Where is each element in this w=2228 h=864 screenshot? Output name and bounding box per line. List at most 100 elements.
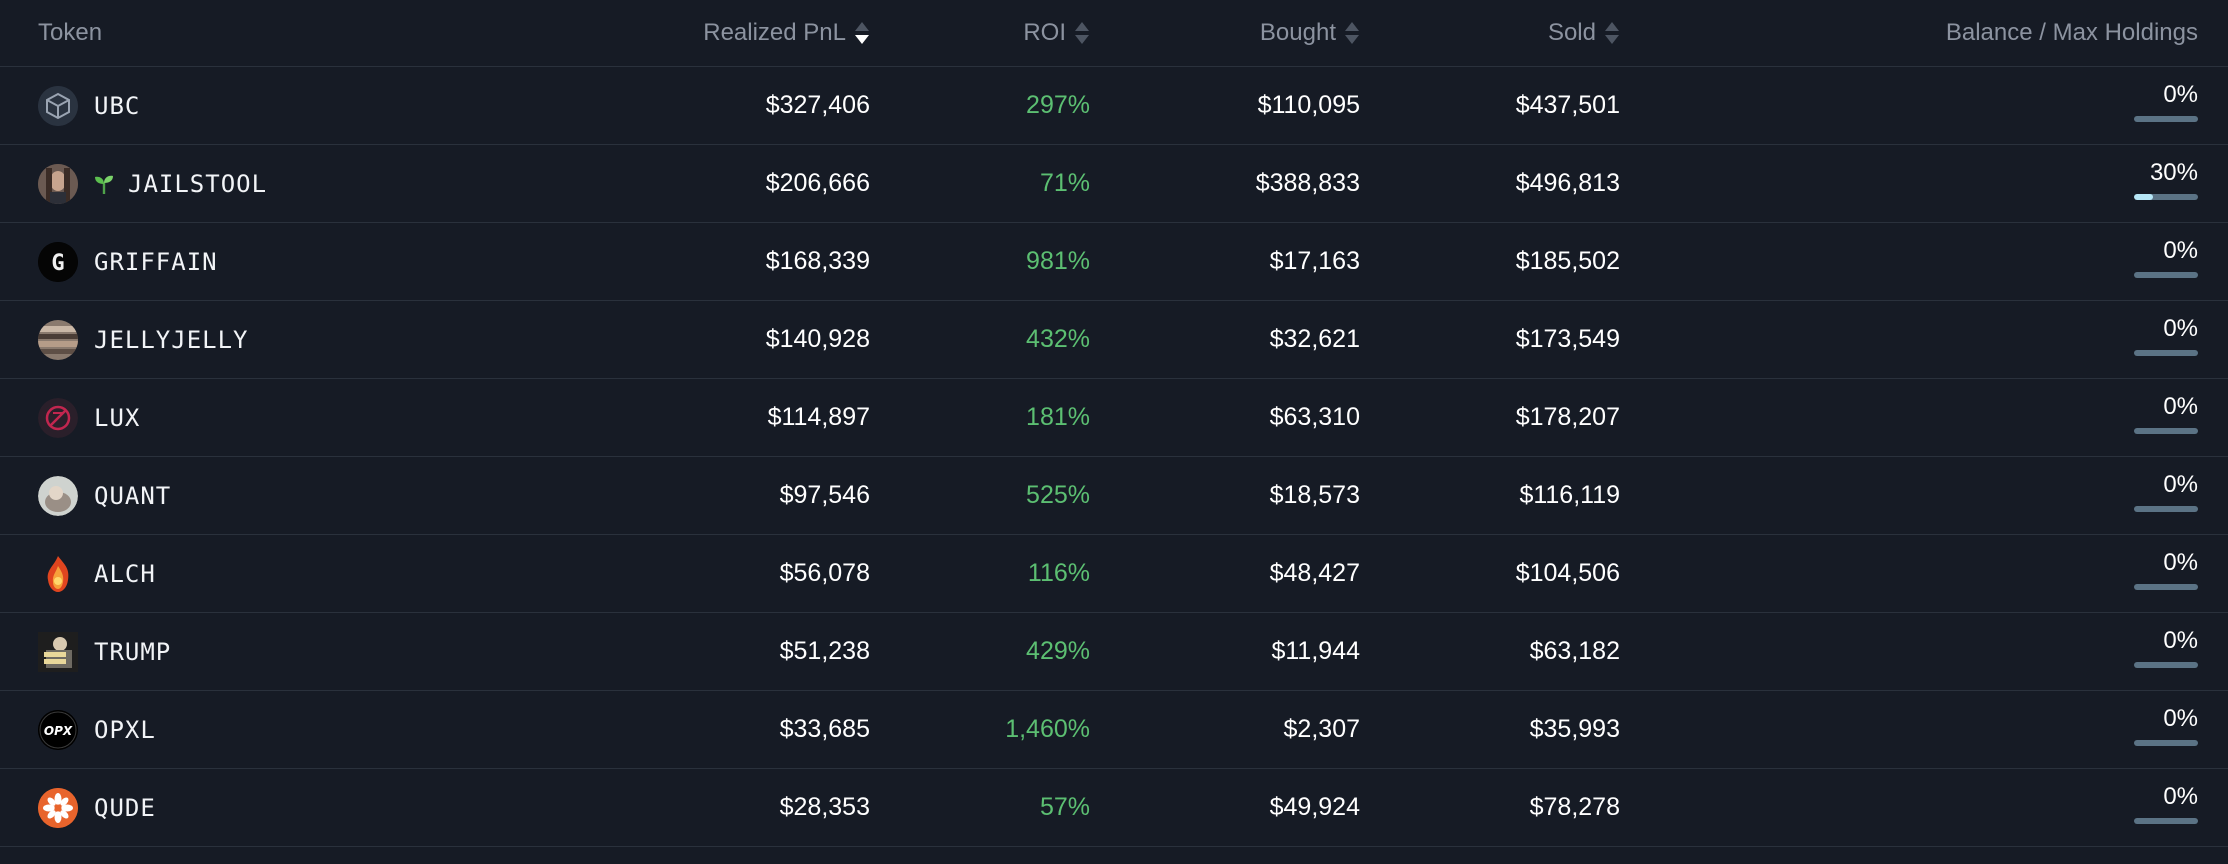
token-cell[interactable]: TRUMP (38, 613, 538, 690)
bought-value: $2,307 (1283, 715, 1360, 743)
balance-percent: 0% (2163, 548, 2198, 576)
realized-pnl-value: $168,339 (765, 247, 870, 275)
token-symbol[interactable]: ALCH (94, 559, 156, 588)
holdings-bar (2134, 193, 2198, 200)
header-balance: Balance / Max Holdings (1700, 0, 2198, 66)
sort-icon (1074, 20, 1090, 46)
balance-cell: 0% (2050, 769, 2198, 846)
holdings-bar (2134, 661, 2198, 668)
header-roi-label: ROI (1023, 19, 1066, 46)
roi-value: 181% (1026, 403, 1090, 431)
table-row[interactable]: LUX $114,897 181% $63,310 $178,207 0% (0, 379, 2228, 457)
bought-value: $49,924 (1269, 793, 1360, 821)
balance-cell: 0% (2050, 223, 2198, 300)
balance-percent: 0% (2163, 392, 2198, 420)
balance-percent: 0% (2163, 314, 2198, 342)
roi-value: 429% (1026, 637, 1090, 665)
token-cell[interactable]: JELLYJELLY (38, 301, 538, 378)
balance-percent: 0% (2163, 80, 2198, 108)
table-row[interactable]: JELLYJELLY $140,928 432% $32,621 $173,54… (0, 301, 2228, 379)
token-symbol[interactable]: UBC (94, 91, 141, 120)
header-token-label: Token (38, 19, 103, 46)
holdings-bar (2134, 271, 2198, 278)
balance-percent: 30% (2149, 158, 2198, 186)
sold-value: $173,549 (1515, 325, 1620, 353)
jellyjelly-photo-icon (38, 319, 78, 360)
bought-value: $17,163 (1269, 247, 1360, 275)
token-symbol[interactable]: JELLYJELLY (94, 325, 249, 354)
realized-pnl-value: $51,238 (779, 637, 870, 665)
token-symbol[interactable]: QUDE (94, 793, 156, 822)
table-row[interactable]: TRUMP $51,238 429% $11,944 $63,182 0% (0, 613, 2228, 691)
trump-fight-icon (38, 631, 78, 672)
table-row[interactable]: UBC $327,406 297% $110,095 $437,501 0% (0, 67, 2228, 145)
bought-value: $18,573 (1269, 481, 1360, 509)
bought-value: $32,621 (1269, 325, 1360, 353)
ubc-cube-icon (38, 85, 78, 126)
holdings-bar (2134, 739, 2198, 746)
token-cell[interactable]: UBC (38, 67, 538, 144)
header-sold[interactable]: Sold (1370, 0, 1620, 66)
bought-value: $63,310 (1269, 403, 1360, 431)
token-symbol[interactable]: GRIFFAIN (94, 247, 218, 276)
table-row[interactable]: QUDE $28,353 57% $49,924 $78,278 0% (0, 769, 2228, 847)
realized-pnl-value: $56,078 (779, 559, 870, 587)
table-row[interactable]: G GRIFFAIN $168,339 981% $17,163 $185,50… (0, 223, 2228, 301)
roi-value: 71% (1039, 169, 1090, 197)
token-cell[interactable]: G GRIFFAIN (38, 223, 538, 300)
qude-flower-icon (38, 787, 78, 828)
bought-value: $48,427 (1269, 559, 1360, 587)
token-cell[interactable]: QUANT (38, 457, 538, 534)
realized-pnl-value: $114,897 (767, 403, 870, 431)
jailstool-avatar-icon (38, 163, 78, 204)
header-sold-label: Sold (1547, 19, 1596, 46)
roi-value: 297% (1026, 91, 1090, 119)
roi-value: 525% (1026, 481, 1090, 509)
holdings-bar (2134, 427, 2198, 434)
balance-cell: 0% (2050, 379, 2198, 456)
header-bought[interactable]: Bought (1100, 0, 1360, 66)
bought-value: $110,095 (1257, 91, 1360, 119)
svg-text:OPX: OPX (44, 724, 73, 738)
token-symbol[interactable]: OPXL (94, 715, 156, 744)
token-cell[interactable]: JAILSTOOL (38, 145, 538, 222)
balance-cell: 0% (2050, 301, 2198, 378)
sold-value: $185,502 (1515, 247, 1620, 275)
token-symbol[interactable]: QUANT (94, 481, 172, 510)
table-row[interactable]: OPX OPXL $33,685 1,460% $2,307 $35,993 0… (0, 691, 2228, 769)
balance-cell: 0% (2050, 457, 2198, 534)
header-roi[interactable]: ROI (880, 0, 1090, 66)
balance-cell: 0% (2050, 613, 2198, 690)
realized-pnl-value: $327,406 (765, 91, 870, 119)
holdings-bar (2134, 817, 2198, 824)
token-cell[interactable]: ALCH (38, 535, 538, 612)
token-cell[interactable]: OPX OPXL (38, 691, 538, 768)
sold-value: $437,501 (1515, 91, 1620, 119)
token-symbol[interactable]: JAILSTOOL (128, 169, 268, 198)
sprout-icon (92, 172, 116, 196)
lux-emblem-icon (38, 397, 78, 438)
sold-value: $178,207 (1515, 403, 1620, 431)
token-symbol[interactable]: TRUMP (94, 637, 172, 666)
table-row[interactable]: JAILSTOOL $206,666 71% $388,833 $496,813… (0, 145, 2228, 223)
token-cell[interactable]: QUDE (38, 769, 538, 846)
table-row[interactable]: ALCH $56,078 116% $48,427 $104,506 0% (0, 535, 2228, 613)
svg-text:G: G (51, 251, 64, 276)
bought-value: $388,833 (1255, 169, 1360, 197)
sold-value: $104,506 (1515, 559, 1620, 587)
holdings-bar (2134, 115, 2198, 122)
token-cell[interactable]: LUX (38, 379, 538, 456)
roi-value: 981% (1026, 247, 1090, 275)
header-balance-label: Balance / Max Holdings (1945, 19, 2198, 46)
holdings-bar (2134, 505, 2198, 512)
holdings-bar (2134, 349, 2198, 356)
token-symbol[interactable]: LUX (94, 403, 141, 432)
balance-cell: 0% (2050, 691, 2198, 768)
header-realized-pnl[interactable]: Realized PnL (540, 0, 870, 66)
table-row[interactable]: QUANT $97,546 525% $18,573 $116,119 0% (0, 457, 2228, 535)
balance-cell: 0% (2050, 535, 2198, 612)
balance-cell: 30% (2050, 145, 2198, 222)
bought-value: $11,944 (1271, 637, 1360, 665)
sort-icon (1344, 20, 1360, 46)
